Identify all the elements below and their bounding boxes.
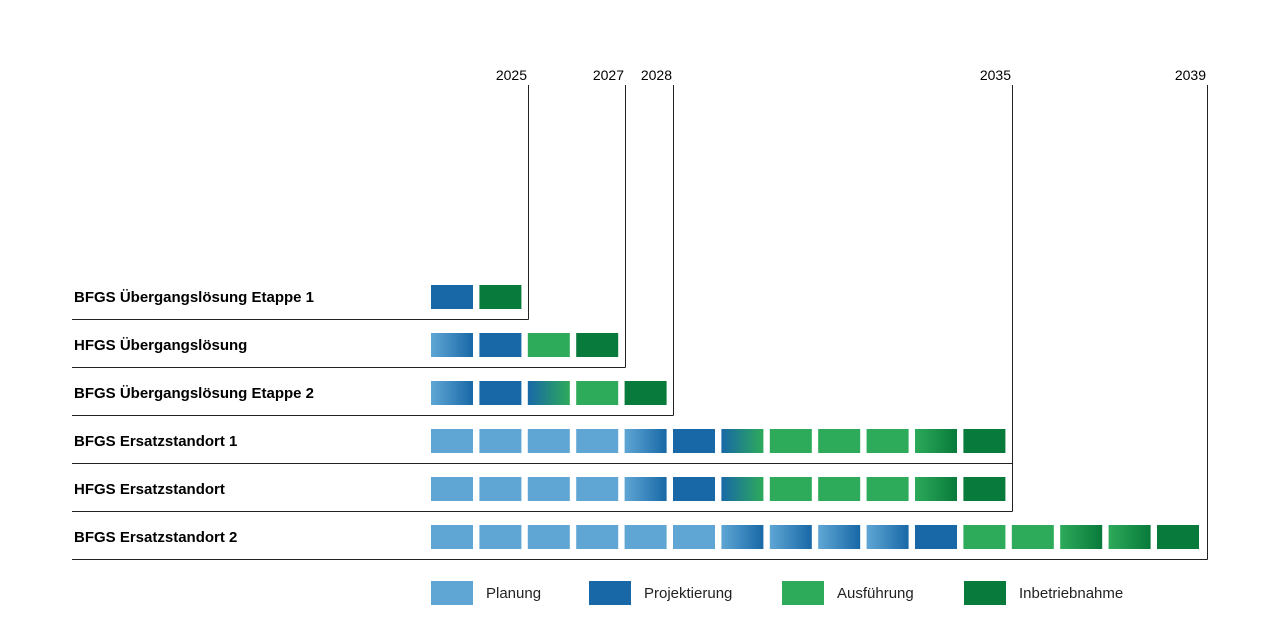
- timeline-block: [721, 525, 764, 549]
- year-label: 2027: [593, 67, 624, 83]
- row-label: HFGS Übergangslösung: [74, 337, 247, 354]
- timeline-block: [915, 477, 957, 501]
- timeline-block: [769, 477, 812, 501]
- timeline-block: [963, 429, 1006, 453]
- timeline-block: [1157, 525, 1199, 549]
- legend-swatch: [589, 581, 631, 605]
- timeline-block: [576, 381, 619, 405]
- legend-label: Planung: [486, 585, 541, 602]
- timeline-block: [673, 477, 715, 501]
- timeline-block: [431, 429, 473, 453]
- legend-label: Inbetriebnahme: [1019, 585, 1123, 602]
- timeline-block: [818, 429, 861, 453]
- timeline-block: [673, 525, 715, 549]
- timeline-block: [769, 429, 812, 453]
- timeline-block: [479, 525, 522, 549]
- timeline-block: [527, 525, 570, 549]
- row-labels: BFGS Übergangslösung Etappe 1 HFGS Überga…: [74, 289, 314, 546]
- legend-swatch: [431, 581, 473, 605]
- timeline-block: [818, 525, 861, 549]
- legend-label: Ausführung: [837, 585, 914, 602]
- timeline-blocks: [431, 285, 1199, 549]
- legend-swatch: [964, 581, 1006, 605]
- timeline-block: [479, 477, 522, 501]
- year-label: 2028: [641, 67, 672, 83]
- timeline-block: [721, 429, 764, 453]
- timeline-block: [721, 477, 764, 501]
- timeline-block: [431, 333, 473, 357]
- timeline-block: [1011, 525, 1054, 549]
- timeline-block: [624, 477, 667, 501]
- timeline-block: [431, 285, 473, 309]
- timeline-block: [915, 525, 957, 549]
- timeline-block: [527, 381, 570, 405]
- timeline-block: [624, 429, 667, 453]
- year-label: 2025: [496, 67, 527, 83]
- row-label: HFGS Ersatzstandort: [74, 481, 225, 498]
- timeline-block: [576, 525, 619, 549]
- timeline-lines: [72, 85, 1208, 560]
- timeline-block: [624, 381, 667, 405]
- timeline-block: [963, 525, 1006, 549]
- legend: Planung Projektierung Ausführung Inbetriebn…: [431, 581, 1123, 605]
- row-label: BFGS Ersatzstandort 2: [74, 529, 237, 546]
- timeline-block: [527, 477, 570, 501]
- timeline-block: [527, 333, 570, 357]
- timeline-block: [479, 285, 522, 309]
- timeline-block: [818, 477, 861, 501]
- year-label: 2035: [980, 67, 1011, 83]
- timeline-block: [963, 477, 1006, 501]
- timeline-block: [866, 477, 909, 501]
- row-label: BFGS Übergangslösung Etappe 2: [74, 385, 314, 402]
- timeline-block: [576, 429, 619, 453]
- timeline-block: [479, 429, 522, 453]
- legend-label: Projektierung: [644, 585, 732, 602]
- legend-swatch: [782, 581, 824, 605]
- timeline-block: [624, 525, 667, 549]
- timeline-block: [1108, 525, 1151, 549]
- timeline-block: [576, 333, 619, 357]
- timeline-block: [866, 429, 909, 453]
- timeline-block: [431, 525, 473, 549]
- year-labels: 2025 2027 2028 2035 2039: [496, 67, 1206, 83]
- timeline-block: [1060, 525, 1103, 549]
- timeline-block: [479, 333, 522, 357]
- row-label: BFGS Übergangslösung Etappe 1: [74, 289, 314, 306]
- timeline-block: [866, 525, 909, 549]
- timeline-block: [915, 429, 957, 453]
- timeline-block: [431, 381, 473, 405]
- timeline-block: [527, 429, 570, 453]
- row-label: BFGS Ersatzstandort 1: [74, 433, 237, 450]
- timeline-block: [576, 477, 619, 501]
- timeline-block: [673, 429, 715, 453]
- timeline-block: [769, 525, 812, 549]
- timeline-block: [431, 477, 473, 501]
- timeline-block: [479, 381, 522, 405]
- year-label: 2039: [1175, 67, 1206, 83]
